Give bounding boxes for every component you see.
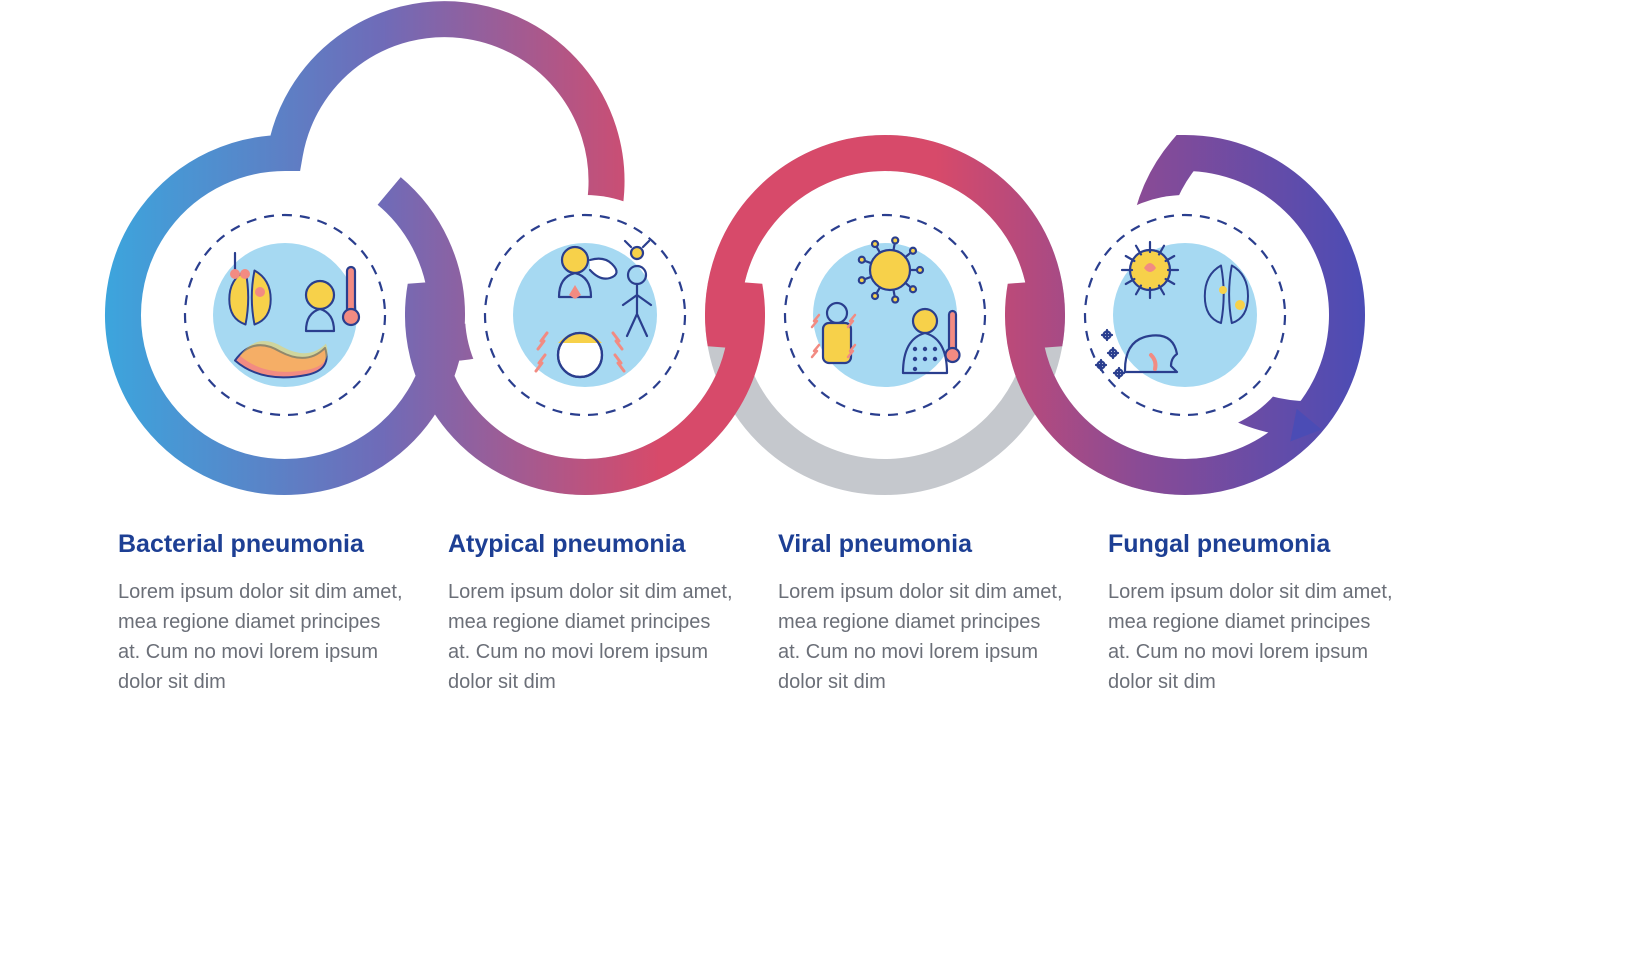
col-body-bacterial: Lorem ipsum dolor sit dim amet, mea regi… bbox=[118, 577, 408, 697]
infographic-stage: Bacterial pneumonia Lorem ipsum dolor si… bbox=[0, 0, 1633, 980]
col-body-fungal: Lorem ipsum dolor sit dim amet, mea regi… bbox=[1108, 577, 1398, 697]
ribbon-svg bbox=[0, 0, 1633, 980]
col-bacterial: Bacterial pneumonia Lorem ipsum dolor si… bbox=[118, 530, 408, 697]
text-columns: Bacterial pneumonia Lorem ipsum dolor si… bbox=[118, 530, 1398, 697]
col-atypical: Atypical pneumonia Lorem ipsum dolor sit… bbox=[448, 530, 738, 697]
col-body-atypical: Lorem ipsum dolor sit dim amet, mea regi… bbox=[448, 577, 738, 697]
col-title-viral: Viral pneumonia bbox=[778, 530, 1068, 559]
col-body-viral: Lorem ipsum dolor sit dim amet, mea regi… bbox=[778, 577, 1068, 697]
col-title-fungal: Fungal pneumonia bbox=[1108, 530, 1398, 559]
col-fungal: Fungal pneumonia Lorem ipsum dolor sit d… bbox=[1108, 530, 1398, 697]
col-title-bacterial: Bacterial pneumonia bbox=[118, 530, 408, 559]
col-title-atypical: Atypical pneumonia bbox=[448, 530, 738, 559]
col-viral: Viral pneumonia Lorem ipsum dolor sit di… bbox=[778, 530, 1068, 697]
